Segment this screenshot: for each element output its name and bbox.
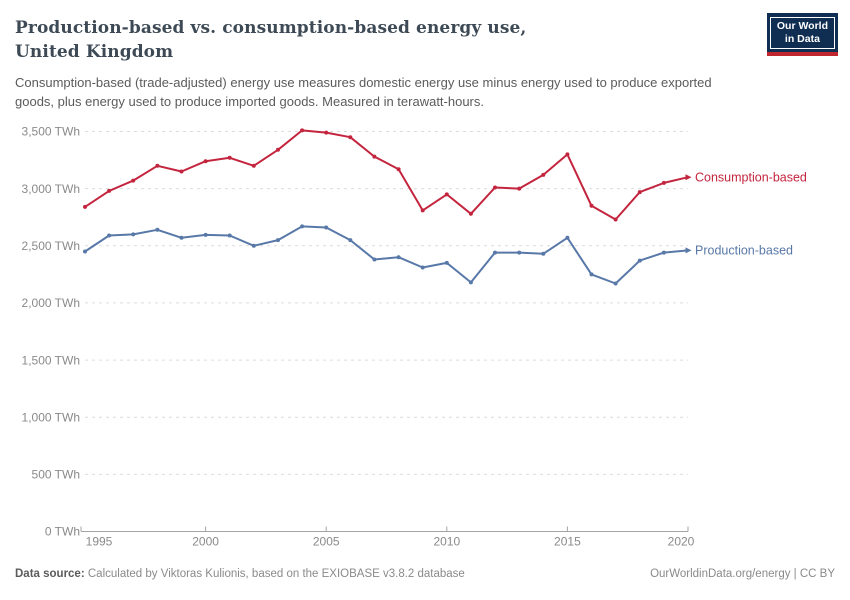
consumption-based-series-label: Consumption-based xyxy=(695,171,807,185)
data-point xyxy=(517,250,522,255)
chart-footer: Data source: Calculated by Viktoras Kuli… xyxy=(0,568,850,580)
consumption-based-line xyxy=(84,129,689,221)
data-point xyxy=(372,154,377,159)
data-point xyxy=(300,128,305,133)
data-point xyxy=(517,186,522,191)
data-point xyxy=(155,163,160,168)
data-point xyxy=(276,238,280,243)
y-tick-label: 3,000 TWh xyxy=(22,182,80,196)
data-point xyxy=(203,232,208,237)
x-tick-label: 2005 xyxy=(313,535,340,549)
data-point xyxy=(324,225,329,230)
chart-header: Production-based vs. consumption-based e… xyxy=(0,0,850,111)
y-tick-label: 1,500 TWh xyxy=(22,353,80,367)
data-point xyxy=(107,233,112,238)
data-point xyxy=(179,169,184,174)
data-point xyxy=(444,192,449,197)
data-point xyxy=(565,235,570,240)
owid-logo-text: Our World in Data xyxy=(769,17,835,50)
data-point xyxy=(613,217,618,222)
data-point xyxy=(493,185,497,190)
y-tick-label: 2,000 TWh xyxy=(22,296,80,310)
data-point xyxy=(276,147,280,152)
data-point xyxy=(589,272,594,277)
data-point xyxy=(107,188,112,193)
data-point xyxy=(637,190,642,195)
x-tick-label: 2000 xyxy=(192,535,219,549)
data-point xyxy=(468,280,473,285)
data-point xyxy=(83,204,87,209)
data-point xyxy=(661,250,666,255)
y-tick-label: 3,500 TWh xyxy=(22,125,80,139)
data-point xyxy=(227,155,232,160)
data-point xyxy=(300,224,305,229)
data-point xyxy=(179,235,184,240)
data-point xyxy=(396,255,401,260)
data-point xyxy=(420,265,425,270)
data-point xyxy=(203,159,208,164)
x-tick-label: 1995 xyxy=(86,535,113,549)
y-tick-label: 1,000 TWh xyxy=(22,410,80,424)
page-title: Production-based vs. consumption-based e… xyxy=(15,18,527,62)
data-point xyxy=(372,257,377,262)
x-tick-label: 2015 xyxy=(554,535,581,549)
data-point xyxy=(348,135,353,140)
data-point xyxy=(348,238,353,243)
y-tick-label: 2,500 TWh xyxy=(22,239,80,253)
data-point xyxy=(396,167,401,172)
data-point xyxy=(589,203,594,208)
x-tick-label: 2010 xyxy=(433,535,460,549)
data-point xyxy=(324,130,329,135)
line-end-arrow-icon xyxy=(685,247,692,254)
data-point xyxy=(613,281,618,286)
data-point xyxy=(637,258,642,263)
data-point xyxy=(493,250,497,255)
data-point xyxy=(565,152,570,157)
data-point xyxy=(83,249,87,254)
data-point xyxy=(661,180,666,185)
data-source-label: Data source: xyxy=(15,568,85,580)
data-source-text: Calculated by Viktoras Kulionis, based o… xyxy=(84,568,465,580)
owid-logo[interactable]: Our World in Data xyxy=(766,13,838,57)
data-point xyxy=(251,163,256,168)
data-point xyxy=(541,251,546,256)
data-point xyxy=(251,243,256,248)
x-tick-label: 2020 xyxy=(668,535,695,549)
license-link[interactable]: OurWorldinData.org/energy | CC BY xyxy=(650,568,835,580)
chart-subtitle: Consumption-based (trade-adjusted) energ… xyxy=(15,75,712,109)
data-point xyxy=(444,260,449,265)
data-point xyxy=(420,208,425,213)
data-point xyxy=(541,172,546,177)
data-point xyxy=(468,211,473,216)
y-tick-label: 500 TWh xyxy=(32,468,80,482)
data-point xyxy=(131,232,136,237)
data-source: Data source: Calculated by Viktoras Kuli… xyxy=(15,568,465,580)
production-based-series-label: Production-based xyxy=(695,244,793,258)
line-end-arrow-icon xyxy=(685,174,692,181)
production-based-line xyxy=(84,225,689,285)
data-point xyxy=(155,227,160,232)
data-point xyxy=(131,178,136,183)
y-tick-label: 0 TWh xyxy=(45,525,80,539)
data-point xyxy=(227,233,232,238)
